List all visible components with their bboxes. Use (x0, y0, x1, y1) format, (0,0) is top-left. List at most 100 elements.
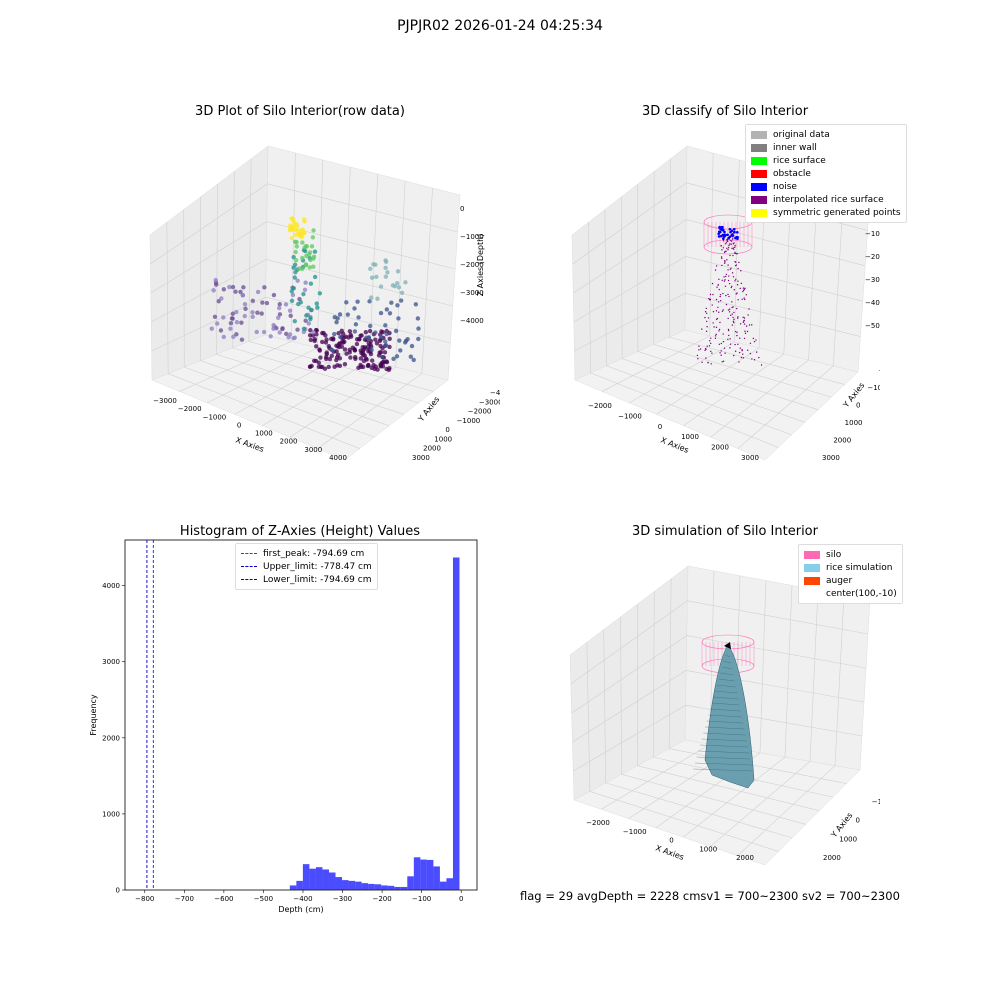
data-point (293, 232, 299, 238)
interpolated-point (760, 364, 763, 366)
data-point (310, 235, 316, 240)
histogram-bar (368, 883, 375, 890)
interpolated-point (705, 348, 707, 350)
interpolated-point (728, 275, 730, 277)
data-point (352, 306, 357, 311)
data-point (242, 301, 248, 307)
data-point (214, 321, 220, 326)
legend-label: Upper_limit: -778.47 cm (263, 561, 372, 572)
mesh-line (703, 732, 746, 736)
interpolated-point (739, 337, 741, 339)
data-point (294, 239, 299, 245)
interpolated-point (734, 280, 736, 282)
mesh-line (718, 678, 735, 682)
interpolated-point (744, 298, 746, 301)
data-point (287, 308, 293, 313)
x-tick-label: 0 (669, 837, 673, 845)
legend-item: center(100,-10) (804, 587, 897, 600)
interpolated-point (725, 303, 728, 306)
data-point (259, 311, 264, 316)
interpolated-point (742, 287, 745, 289)
data-point (295, 278, 300, 283)
data-point (300, 255, 305, 261)
data-point (221, 287, 227, 292)
interpolated-point (735, 293, 737, 295)
interpolated-point (718, 288, 720, 291)
x-tick-label: 2000 (280, 438, 298, 446)
y-tick-label: 0 (116, 887, 120, 895)
data-point (314, 328, 319, 333)
data-point (209, 326, 214, 331)
interpolated-point (709, 293, 712, 296)
interpolated-point (758, 356, 760, 359)
data-point (394, 354, 400, 359)
interpolated-point (705, 307, 708, 310)
data-point (307, 265, 312, 270)
interpolated-point (738, 261, 740, 264)
simulation-legend: silo rice simulation auger center(100,-10) (798, 544, 903, 604)
noise-point (728, 227, 732, 231)
interpolated-point (733, 354, 735, 357)
interpolated-point (744, 330, 746, 332)
interpolated-point (723, 262, 726, 264)
x-tick-label: −2000 (586, 819, 610, 827)
interpolated-point (721, 257, 723, 260)
data-point (377, 350, 382, 355)
interpolated-point (721, 279, 723, 281)
interpolated-point (714, 269, 717, 271)
data-point (335, 344, 341, 349)
noise-point (717, 230, 721, 233)
interpolated-point (707, 361, 709, 364)
y-tick-label: −2000 (468, 408, 492, 416)
interpolated-point (723, 251, 726, 254)
interpolated-point (715, 298, 718, 301)
x-tick-label: 0 (459, 895, 463, 903)
data-point (368, 351, 374, 357)
data-point (338, 334, 343, 340)
data-point (384, 307, 390, 312)
mesh-line (725, 654, 731, 658)
data-point (331, 337, 336, 342)
interpolated-point (744, 332, 747, 335)
data-point (287, 332, 293, 337)
x-tick-label: −700 (175, 895, 194, 903)
interpolated-point (719, 293, 722, 296)
data-point (327, 356, 333, 362)
data-point (262, 285, 267, 290)
interpolated-point (728, 244, 730, 247)
data-point (382, 350, 388, 355)
interpolated-point (721, 361, 723, 363)
data-point (368, 266, 373, 271)
interpolated-point (706, 345, 708, 347)
data-point (302, 245, 307, 250)
legend-swatch (751, 195, 767, 204)
histogram-bar (433, 866, 440, 890)
y-tick-label: 2000 (423, 445, 441, 453)
interpolated-point (722, 360, 725, 362)
interpolated-point (710, 337, 712, 339)
interpolated-point (727, 309, 730, 311)
interpolated-point (740, 282, 743, 285)
interpolated-point (732, 247, 734, 249)
interpolated-point (723, 280, 726, 282)
interpolated-point (731, 301, 733, 303)
interpolated-point (730, 286, 732, 289)
interpolated-point (742, 289, 745, 292)
legend-label: interpolated rice surface (773, 194, 884, 205)
data-point (240, 293, 245, 298)
mesh-line (699, 744, 749, 748)
interpolated-point (727, 264, 729, 266)
panel2-title: 3D classify of Silo Interior (641, 104, 809, 119)
interpolated-point (715, 265, 718, 267)
interpolated-point (737, 299, 739, 301)
data-point (332, 364, 337, 370)
interpolated-point (726, 247, 728, 250)
interpolated-point (719, 352, 721, 354)
legend-label: auger (826, 575, 853, 586)
interpolated-point (740, 356, 743, 359)
interpolated-point (713, 326, 715, 328)
interpolated-point (732, 243, 735, 245)
interpolated-point (722, 333, 724, 335)
histogram-bar (446, 878, 453, 890)
data-point (289, 289, 294, 294)
